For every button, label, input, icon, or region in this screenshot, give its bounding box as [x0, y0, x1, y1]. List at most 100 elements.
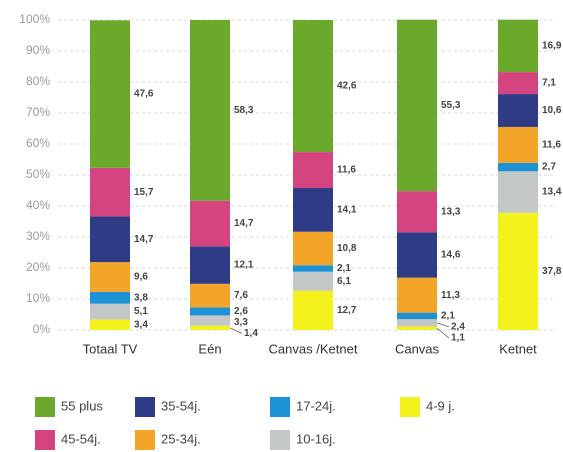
x-tick-label: Eén: [198, 341, 221, 356]
data-label: 2,1: [441, 311, 455, 322]
legend-swatch: [270, 397, 290, 417]
bar-segment: [90, 20, 130, 168]
data-label: 15,7: [134, 187, 154, 198]
bar-segment: [90, 216, 130, 263]
data-label: 16,9: [542, 41, 562, 52]
bar-segment: [90, 291, 130, 304]
data-label: 11,6: [337, 165, 356, 176]
bar-segment: [190, 20, 230, 201]
x-tick-label: Ketnet: [499, 341, 537, 356]
legend-swatch: [35, 397, 55, 417]
data-label: 12,1: [234, 260, 254, 271]
legend-swatch: [135, 430, 155, 450]
bar-segment: [498, 171, 538, 213]
data-label: 5,1: [134, 306, 148, 317]
legend-label: 35-54j.: [161, 398, 201, 413]
bar-segment: [190, 200, 230, 247]
bar-segment: [190, 246, 230, 284]
bar-segment: [498, 212, 538, 330]
y-tick-label: 30%: [26, 229, 50, 243]
data-label: 13,3: [441, 206, 461, 217]
bar-segment: [397, 232, 437, 278]
y-tick-label: 100%: [19, 12, 50, 26]
y-tick-label: 20%: [26, 260, 50, 274]
bar-segment: [90, 303, 130, 320]
x-tick-label: Canvas /Ketnet: [269, 341, 358, 356]
data-label: 3,3: [234, 317, 248, 328]
y-tick-label: 60%: [26, 136, 50, 150]
data-label: 2,4: [451, 322, 465, 333]
data-label: 13,4: [542, 187, 562, 198]
bar-segment: [190, 307, 230, 316]
data-label: 14,7: [134, 234, 154, 245]
bar-segment: [397, 191, 437, 233]
data-label: 58,3: [234, 105, 254, 116]
bar-segment: [498, 94, 538, 127]
legend-label: 55 plus: [61, 398, 103, 413]
y-tick-label: 80%: [26, 74, 50, 88]
bar-segment: [397, 319, 437, 327]
data-label: 1,4: [244, 328, 258, 339]
bar-segment: [190, 283, 230, 308]
bar-segment: [90, 262, 130, 292]
leader-line: [229, 327, 243, 334]
data-label: 10,6: [542, 105, 562, 116]
legend-swatch: [400, 397, 420, 417]
data-label: 42,6: [337, 81, 357, 92]
bar-segment: [498, 19, 538, 73]
y-tick-label: 70%: [26, 105, 50, 119]
bar-segment: [293, 265, 333, 272]
legend-swatch: [270, 430, 290, 450]
bar-segment: [90, 319, 130, 330]
bar-segment: [90, 167, 130, 217]
bar-segment: [190, 325, 230, 330]
bar-segment: [293, 231, 333, 266]
data-label: 14,1: [337, 205, 357, 216]
x-tick-label: Canvas: [395, 341, 440, 356]
leader-line: [436, 322, 450, 328]
y-tick-label: 10%: [26, 291, 50, 305]
bar-segment: [397, 326, 437, 330]
data-label: 1,1: [451, 333, 465, 344]
data-label: 14,7: [234, 218, 254, 229]
bar-segment: [498, 162, 538, 172]
bar-segment: [190, 315, 230, 326]
data-label: 37,8: [542, 266, 562, 277]
data-label: 2,6: [234, 306, 248, 317]
x-tick-label: Totaal TV: [83, 341, 138, 356]
y-tick-label: 50%: [26, 167, 50, 181]
legend-swatch: [135, 397, 155, 417]
leader-line: [436, 327, 450, 339]
data-label: 7,6: [234, 290, 248, 301]
bar-segment: [498, 72, 538, 95]
bar-segment: [293, 152, 333, 189]
bar-segment: [293, 290, 333, 330]
legend-label: 4-9 j.: [426, 398, 455, 413]
y-tick-label: 0%: [33, 322, 51, 336]
data-label: 6,1: [337, 276, 351, 287]
data-label: 3,4: [134, 319, 148, 330]
bar-segment: [397, 312, 437, 320]
data-label: 47,6: [134, 89, 154, 100]
data-label: 9,6: [134, 272, 148, 283]
data-label: 3,8: [134, 292, 148, 303]
legend-swatch: [35, 430, 55, 450]
y-tick-label: 40%: [26, 198, 50, 212]
bar-segment: [293, 271, 333, 291]
data-label: 10,8: [337, 243, 357, 254]
data-label: 7,1: [542, 78, 556, 89]
legend-label: 17-24j.: [296, 398, 336, 413]
bar-segment: [293, 20, 333, 153]
data-label: 12,7: [337, 305, 357, 316]
y-tick-label: 90%: [26, 43, 50, 57]
legend-label: 25-34j.: [161, 431, 201, 446]
bar-segment: [397, 19, 437, 192]
data-label: 2,1: [337, 263, 351, 274]
bar-segment: [498, 126, 538, 163]
data-label: 2,7: [542, 162, 556, 173]
data-label: 55,3: [441, 100, 461, 111]
legend-label: 10-16j.: [296, 431, 336, 446]
bar-segment: [397, 277, 437, 313]
bar-segment: [293, 188, 333, 232]
